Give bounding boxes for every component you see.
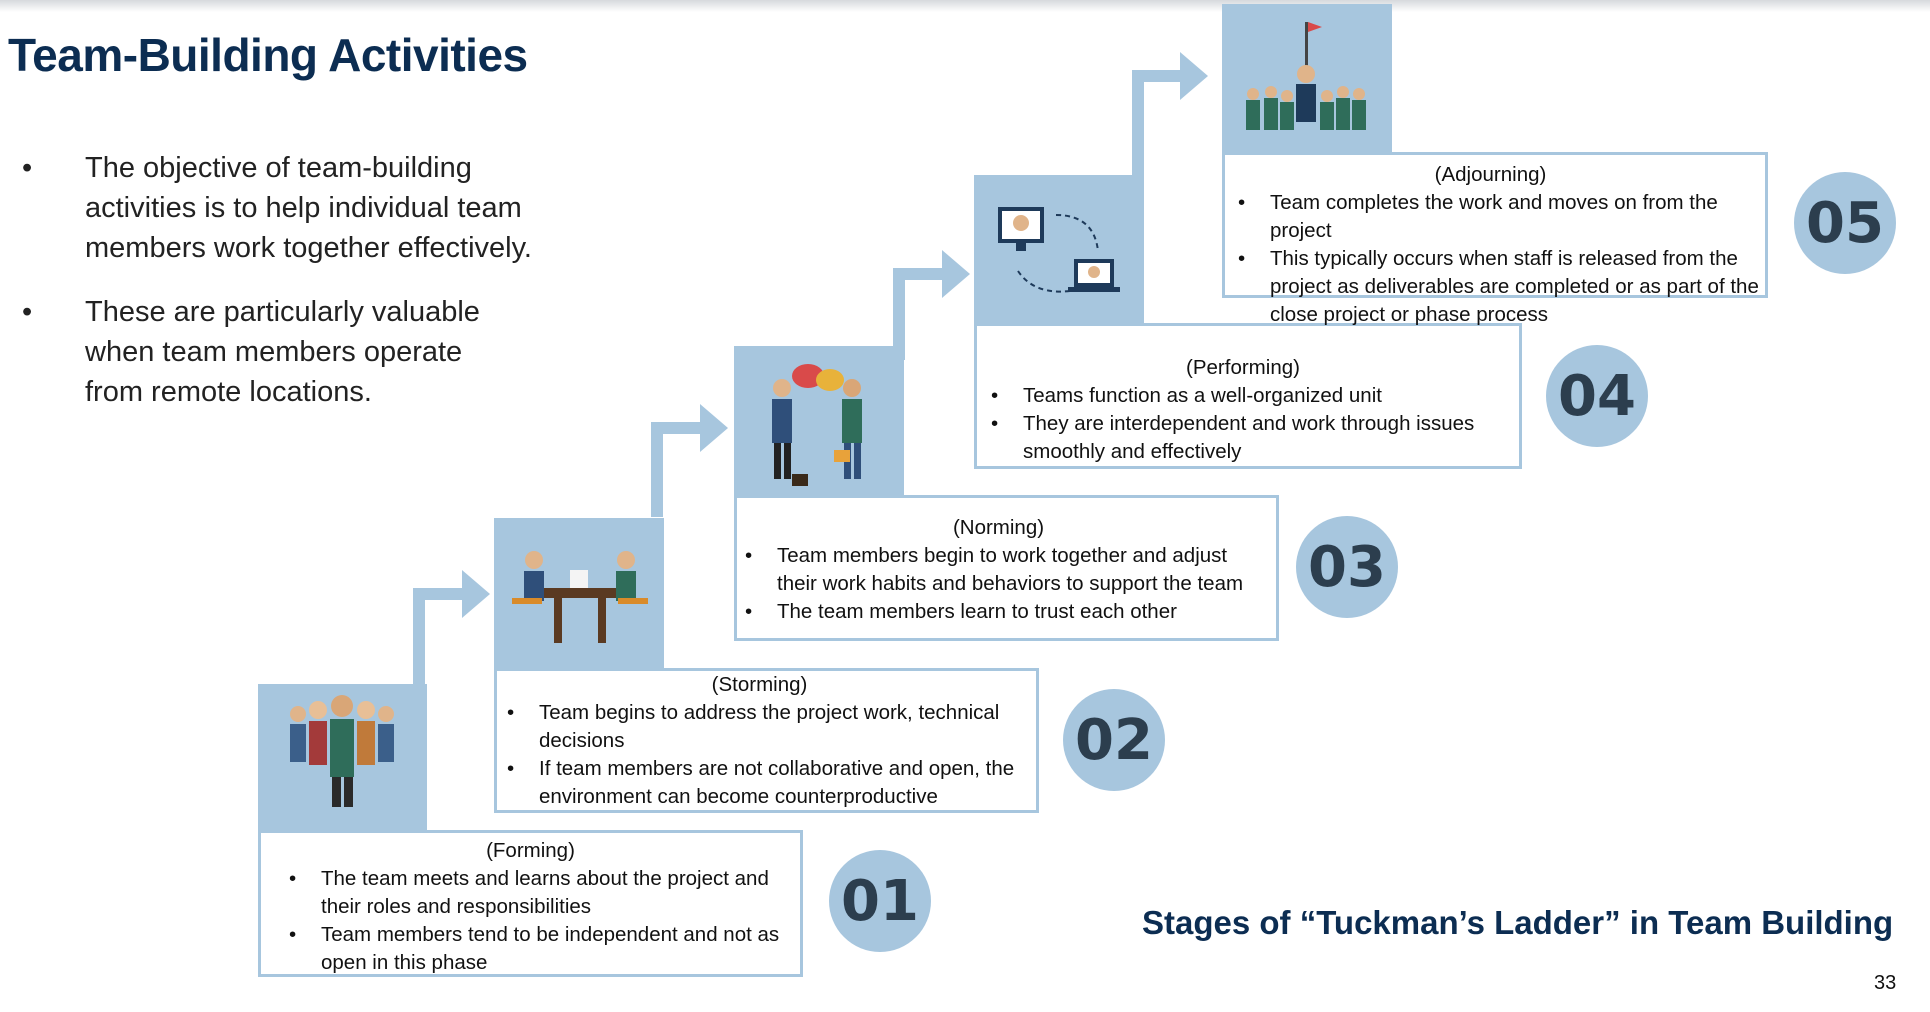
bullet-dot: • (22, 152, 33, 184)
stage-5-number: 05 (1794, 172, 1896, 274)
stage-5-box: (Adjourning) • Team completes the work an… (1222, 152, 1768, 326)
stage-2-point: • If team members are not collaborative a… (507, 757, 1015, 808)
stage-1-phase: (Forming) (486, 839, 575, 862)
stage-2-phase: (Storming) (711, 673, 808, 696)
stage-5-phase: (Adjourning) (1434, 163, 1547, 186)
stage-5-point: • This typically occurs when staff is rel… (1238, 247, 1759, 326)
stage-2-image (494, 518, 664, 670)
stage-1-point: • The team meets and learns about the pro… (289, 867, 769, 918)
top-shadow-bar (0, 0, 1930, 12)
stage-3-point: • The team members learn to trust each ot… (745, 600, 1177, 623)
stage-2-box: (Storming) • Team begins to address the p… (494, 668, 1039, 813)
stage-2-point: • Team begins to address the project work… (507, 701, 1000, 752)
stage-4-point: • They are interdependent and work throug… (991, 412, 1475, 463)
celebration-crowd-icon (1246, 22, 1366, 130)
intro-bullet: • These are particularly valuable when t… (20, 292, 580, 412)
intro-bullet: • The objective of team-building activit… (20, 148, 580, 268)
stage-4-point: • Teams function as a well-organized unit (991, 384, 1382, 407)
stage-1-box: (Forming) • The team meets and learns abo… (258, 830, 803, 977)
team-group-icon (290, 695, 394, 807)
stage-4-phase: (Performing) (1186, 356, 1300, 379)
stage-5-point: • Team completes the work and moves on fr… (1238, 191, 1718, 242)
stage-1-image (258, 684, 427, 832)
page-number: 33 (1874, 972, 1897, 994)
handshake-icon (772, 364, 862, 486)
remote-collaboration-icon (998, 207, 1120, 293)
stage-2-number: 02 (1063, 689, 1165, 791)
stage-3-point: • Team members begin to work together and… (745, 544, 1244, 595)
stage-4-number: 04 (1546, 345, 1648, 447)
stage-5-image (1222, 4, 1392, 157)
stage-3-image (734, 346, 904, 498)
stage-3-number: 03 (1296, 516, 1398, 618)
intro-bullet-list: • The objective of team-building activit… (20, 148, 580, 436)
slide-title: Team-Building Activities (8, 29, 528, 81)
stage-1-number: 01 (829, 850, 931, 952)
stage-3-phase: (Norming) (952, 516, 1045, 539)
stage-4-image (974, 175, 1144, 327)
diagram-caption: Stages of “Tuckman’s Ladder” in Team Bui… (1142, 904, 1894, 941)
bullet-dot: • (22, 296, 33, 328)
meeting-table-icon (512, 551, 648, 643)
stage-1-point: • Team members tend to be independent and… (289, 923, 780, 974)
stage-4-box: (Performing) • Teams function as a well-o… (974, 323, 1522, 469)
stage-3-box: (Norming) • Team members begin to work to… (734, 495, 1279, 641)
intro-bullet-text: These are particularly valuable when tea… (85, 296, 480, 408)
intro-bullet-text: The objective of team-building activitie… (85, 152, 532, 264)
